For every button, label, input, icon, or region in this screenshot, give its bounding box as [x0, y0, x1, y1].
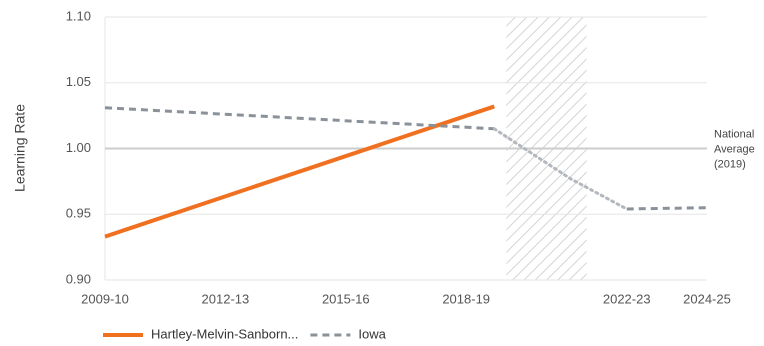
- series-line-iowa: [627, 208, 707, 209]
- series-line-hartley-melvin-sanborn: [105, 106, 494, 236]
- national-average-label: National: [714, 128, 754, 140]
- national-average-label: Average: [714, 143, 755, 155]
- x-tick-label: 2024-25: [683, 291, 731, 306]
- x-tick-label: 2022-23: [603, 291, 651, 306]
- y-axis-title: Learning Rate: [12, 104, 28, 192]
- legend: Hartley-Melvin-Sanborn... Iowa: [103, 326, 387, 341]
- national-average-label: (2019): [714, 158, 746, 170]
- x-tick-label: 2012-13: [202, 291, 250, 306]
- y-tick-label: 1.05: [66, 74, 91, 89]
- legend-label: Hartley-Melvin-Sanborn...: [151, 326, 298, 341]
- y-tick-label: 1.10: [66, 8, 91, 23]
- legend-label: Iowa: [358, 326, 386, 341]
- x-tick-label: 2009-10: [81, 291, 129, 306]
- y-tick-label: 1.00: [66, 140, 91, 155]
- y-tick-label: 0.90: [66, 271, 91, 286]
- x-tick-label: 2015-16: [322, 291, 370, 306]
- y-tick-label: 0.95: [66, 206, 91, 221]
- x-tick-label: 2018-19: [442, 291, 490, 306]
